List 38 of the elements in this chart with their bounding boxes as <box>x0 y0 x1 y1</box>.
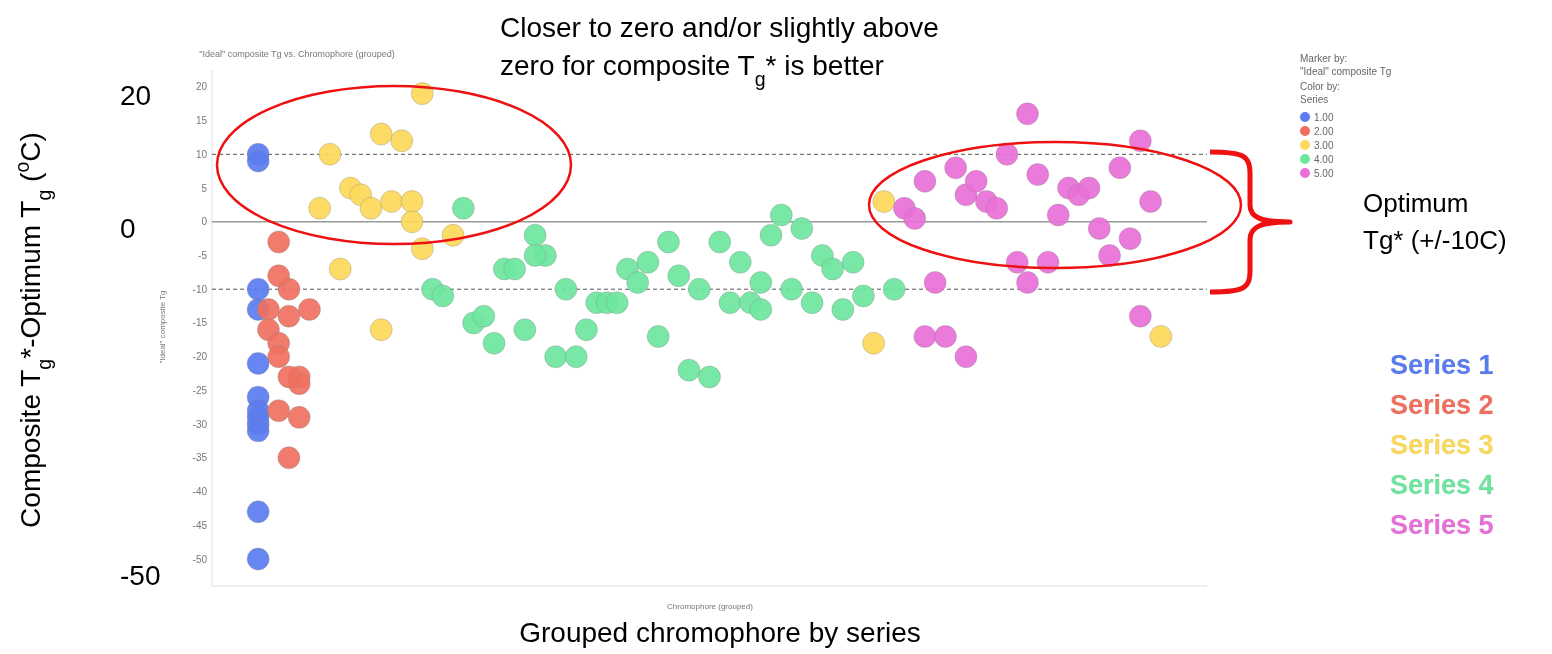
text: "Ideal" composite Tg <box>158 290 167 364</box>
text: Color by: <box>1300 81 1341 92</box>
legend-title: Series <box>1300 94 1329 105</box>
y-tick-label: -25 <box>192 384 208 396</box>
text: Optimum Tg* (+/-10C) <box>1363 188 1507 255</box>
y-tick-label: -40 <box>192 486 208 498</box>
legend-label: 2.00 <box>1314 125 1334 137</box>
text: Series 3 <box>1390 430 1494 460</box>
text: -50 <box>120 559 161 591</box>
text: Series 5 <box>1390 510 1494 540</box>
annotation: Closer to zero and/or slightly above zero for composite T$_{g}$* is better <box>500 12 939 90</box>
y-tick-label: 20 <box>195 81 208 93</box>
text: Series 2 <box>1390 390 1494 420</box>
chart-title: "Ideal" composite Tg vs. Chromophore (grouped) <box>199 49 395 59</box>
y-tick-label: 10 <box>195 148 208 160</box>
y-tick-label: -15 <box>192 317 208 329</box>
text: 20 <box>120 79 152 111</box>
legend-label: 5.00 <box>1314 167 1334 179</box>
y-tick-label: -20 <box>192 351 208 363</box>
text: 0 <box>120 212 136 244</box>
y-tick-label: -10 <box>192 283 208 295</box>
text: Chromophore (grouped) <box>667 602 754 611</box>
legend-label: 1.00 <box>1314 111 1334 123</box>
y-tick-label: 15 <box>195 115 208 127</box>
y-tick-label: -45 <box>192 519 208 531</box>
y-tick-label: 0 <box>201 216 208 228</box>
y-tick-label: -30 <box>192 418 208 430</box>
y-tick-label: -35 <box>192 452 208 464</box>
text: "Ideal" composite Tg <box>1300 66 1392 77</box>
x-axis-title: Grouped chromophore by series <box>519 617 921 648</box>
y-tick-label: 5 <box>201 182 208 194</box>
y-tick-label: -5 <box>198 249 208 261</box>
text: Series 1 <box>1390 350 1494 380</box>
legend-label: 3.00 <box>1314 139 1334 151</box>
legend-label: 4.00 <box>1314 153 1334 165</box>
text: Series 4 <box>1390 470 1494 500</box>
text: Marker by: <box>1300 53 1348 64</box>
y-tick-label: -50 <box>192 553 208 565</box>
